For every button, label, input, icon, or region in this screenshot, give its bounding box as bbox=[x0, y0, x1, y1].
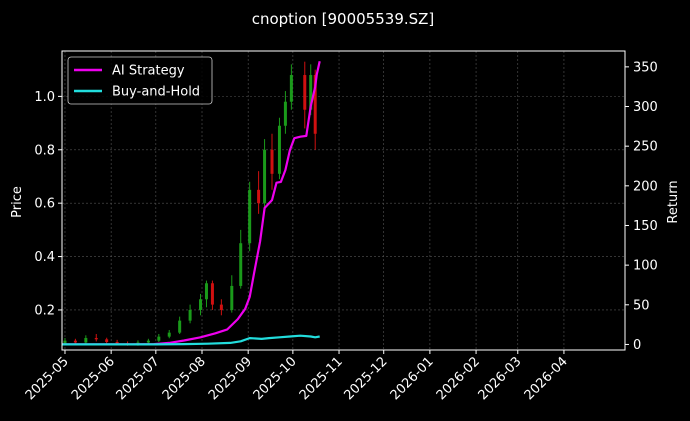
y-tick-label: 1.0 bbox=[34, 90, 55, 105]
candle-body bbox=[219, 304, 223, 310]
y2-tick-label: 300 bbox=[633, 100, 658, 115]
y-axis-ticks: 0.2 0.4 0.6 0.8 1.0 bbox=[34, 90, 62, 318]
plot-frame bbox=[61, 50, 626, 351]
chart-title: cnoption [90005539.SZ] bbox=[252, 10, 435, 28]
candle-body bbox=[167, 332, 171, 337]
y2-tick-label: 250 bbox=[633, 140, 658, 155]
y2-axis-ticks: 0 50 100 150 200 250 300 350 bbox=[625, 60, 658, 353]
y-tick-label: 0.4 bbox=[34, 250, 55, 265]
candle-body bbox=[289, 75, 293, 102]
y2-tick-label: 150 bbox=[633, 219, 658, 234]
candle-body bbox=[94, 337, 98, 340]
y-tick-label: 0.8 bbox=[34, 143, 55, 158]
price-candles bbox=[63, 61, 317, 346]
candle-body bbox=[270, 149, 274, 174]
return-lines bbox=[62, 61, 321, 346]
candle-body bbox=[84, 337, 88, 343]
y2-tick-label: 200 bbox=[633, 179, 658, 194]
legend: AI Strategy Buy-and-Hold bbox=[67, 56, 213, 105]
candle-body bbox=[303, 75, 307, 110]
legend-label: Buy-and-Hold bbox=[112, 85, 200, 100]
candle-body bbox=[277, 125, 281, 174]
candle-body bbox=[199, 299, 203, 310]
y2-tick-label: 50 bbox=[633, 298, 650, 313]
candle-body bbox=[146, 340, 150, 343]
candle-body bbox=[239, 243, 243, 286]
candle-body bbox=[204, 283, 208, 300]
candle-body bbox=[263, 149, 267, 204]
candle-body bbox=[157, 336, 161, 341]
candle-body bbox=[63, 340, 67, 344]
candle-body bbox=[248, 189, 252, 244]
candle-body bbox=[115, 341, 119, 344]
candle-body bbox=[283, 101, 287, 126]
candle-body bbox=[230, 285, 234, 310]
candle-body bbox=[105, 339, 109, 342]
candle-body bbox=[210, 283, 214, 305]
candle-body bbox=[309, 75, 313, 110]
candle-body bbox=[313, 75, 317, 134]
legend-label: AI Strategy bbox=[112, 64, 185, 79]
y-axis-label: Price bbox=[10, 186, 25, 218]
candle-body bbox=[73, 340, 77, 343]
y2-tick-label: 100 bbox=[633, 259, 658, 274]
y-tick-label: 0.2 bbox=[34, 303, 55, 318]
y-tick-label: 0.6 bbox=[34, 197, 55, 212]
legend-box bbox=[67, 56, 213, 105]
series-line-buy-and-hold bbox=[62, 334, 320, 346]
y2-tick-label: 0 bbox=[633, 338, 641, 353]
candle-body bbox=[178, 320, 182, 333]
candle-body bbox=[188, 309, 192, 321]
y2-tick-label: 350 bbox=[633, 60, 658, 75]
y2-axis-label: Return bbox=[666, 180, 681, 223]
candle-body bbox=[257, 189, 261, 204]
